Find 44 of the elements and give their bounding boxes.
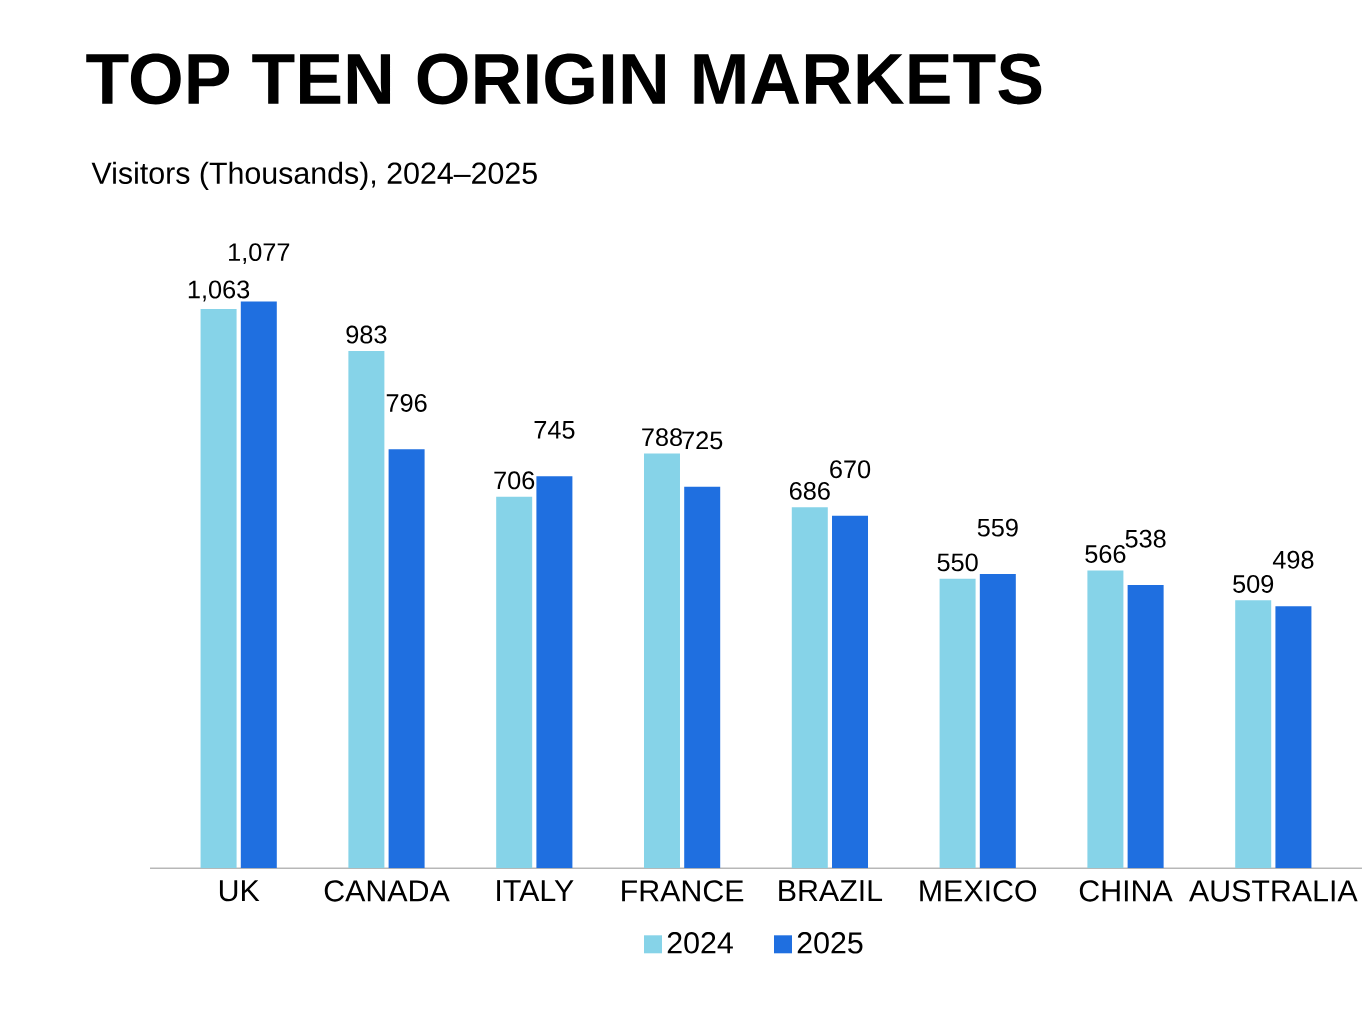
data-label: 788 [642, 428, 682, 447]
x-tick-label: BRAZIL [779, 880, 883, 901]
data-label: 550 [937, 553, 978, 572]
data-label: 538 [1125, 529, 1166, 548]
legend-label: 2025 [797, 932, 863, 954]
x-tick-label: ITALY [497, 880, 574, 901]
bar [388, 449, 425, 869]
bar [1087, 570, 1124, 869]
bar [684, 486, 721, 869]
x-tick-label: AUSTRALIA [1189, 880, 1358, 902]
bar [979, 573, 1016, 869]
chart-title: TOP TEN ORIGIN MARKETS [86, 53, 1042, 105]
bar [939, 578, 976, 869]
data-label: 983 [346, 325, 387, 344]
data-label: 670 [830, 460, 871, 479]
data-label: 559 [977, 518, 1018, 537]
bar [1127, 585, 1164, 869]
bar [536, 476, 573, 869]
data-label: 1,077 [229, 243, 290, 264]
bar [348, 350, 385, 869]
data-label: 1,063 [188, 280, 250, 302]
x-tick-label: FRANCE [622, 880, 744, 902]
data-label: 498 [1272, 550, 1314, 569]
data-label: 509 [1233, 574, 1274, 593]
x-tick-label: UK [219, 880, 260, 902]
x-tick-label: CANADA [324, 880, 450, 902]
data-label: 706 [494, 471, 535, 490]
chart-subtitle: Visitors (Thousands), 2024–2025 [91, 161, 537, 190]
bar [791, 507, 828, 869]
bar [1275, 606, 1312, 869]
data-label: 745 [534, 421, 575, 439]
bar [240, 301, 277, 869]
data-label: 566 [1085, 544, 1126, 563]
bar [200, 308, 237, 869]
bar [832, 515, 869, 869]
x-tick-label: CHINA [1079, 880, 1173, 902]
data-label: 686 [789, 481, 830, 500]
bar [643, 453, 680, 869]
x-tick-label: MEXICO [920, 880, 1037, 902]
legend-label: 2024 [667, 932, 733, 954]
data-label: 796 [386, 393, 427, 412]
bar [496, 496, 533, 869]
bar [1235, 600, 1272, 869]
data-label: 725 [682, 431, 723, 450]
